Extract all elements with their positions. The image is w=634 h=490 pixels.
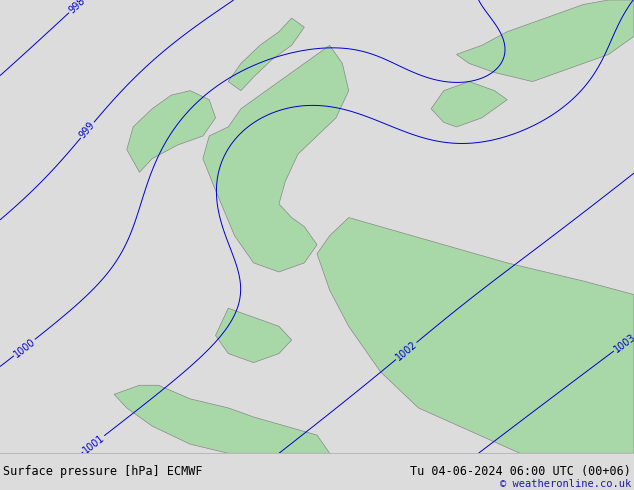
Text: 1001: 1001 (81, 432, 107, 455)
Text: 1000: 1000 (11, 336, 37, 359)
Text: 1002: 1002 (394, 339, 419, 363)
Text: © weatheronline.co.uk: © weatheronline.co.uk (500, 479, 631, 489)
Text: Tu 04-06-2024 06:00 UTC (00+06): Tu 04-06-2024 06:00 UTC (00+06) (410, 465, 631, 478)
Text: 998: 998 (67, 0, 87, 16)
Polygon shape (127, 91, 216, 172)
Polygon shape (114, 385, 330, 453)
Polygon shape (317, 218, 634, 453)
Polygon shape (216, 308, 292, 363)
Polygon shape (456, 0, 634, 82)
Polygon shape (228, 18, 304, 91)
Text: 999: 999 (77, 120, 97, 140)
Polygon shape (431, 82, 507, 127)
Polygon shape (203, 46, 349, 272)
Text: 1003: 1003 (612, 332, 634, 354)
Text: Surface pressure [hPa] ECMWF: Surface pressure [hPa] ECMWF (3, 465, 203, 478)
